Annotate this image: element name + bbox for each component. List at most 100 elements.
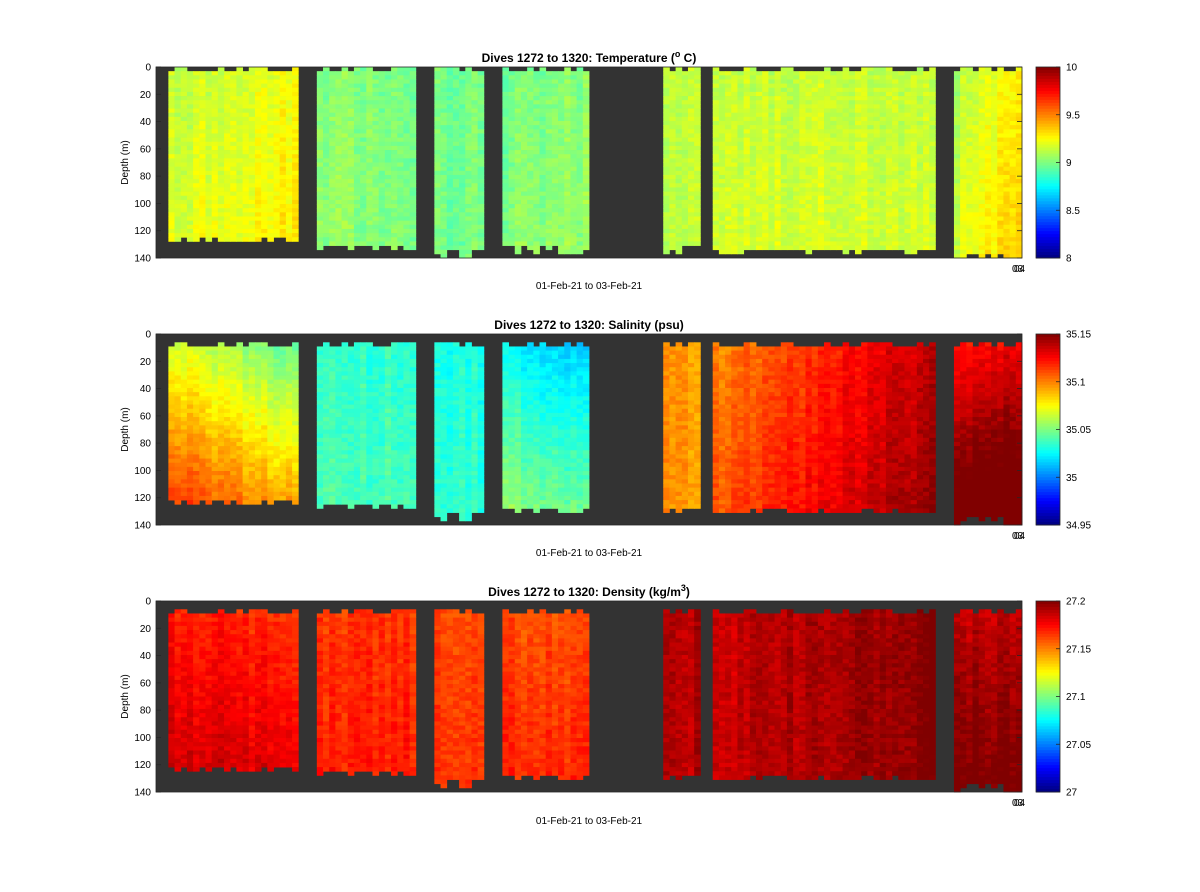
heatmap-cell — [984, 212, 992, 217]
heatmap-cell — [514, 191, 522, 197]
heatmap-cell — [205, 224, 213, 230]
heatmap-cell — [885, 174, 893, 180]
heatmap-cell — [242, 204, 250, 209]
heatmap-cell — [861, 216, 868, 222]
heatmap-cell — [675, 154, 683, 159]
colorbar-step — [1036, 165, 1060, 169]
heatmap-cell — [459, 129, 466, 134]
heatmap-cell — [848, 162, 856, 168]
heatmap-cell — [564, 141, 571, 147]
heatmap-cell — [780, 228, 788, 234]
heatmap-cell — [230, 91, 237, 97]
heatmap-cell — [409, 133, 417, 138]
heatmap-cell — [570, 187, 578, 192]
heatmap-cell — [836, 116, 844, 122]
heatmap-cell — [391, 96, 398, 101]
heatmap-cell — [582, 170, 590, 176]
heatmap-cell — [681, 228, 689, 234]
heatmap-cell — [749, 237, 757, 242]
heatmap-cell — [811, 112, 819, 118]
heatmap-cell — [384, 129, 392, 134]
heatmap-cell — [452, 145, 460, 151]
heatmap-cell — [687, 195, 695, 201]
heatmap-cell — [564, 195, 571, 201]
heatmap-cell — [403, 75, 411, 80]
heatmap-cell — [675, 158, 683, 163]
heatmap-cell — [248, 154, 256, 159]
heatmap-cell — [434, 120, 441, 126]
heatmap-cell — [279, 79, 287, 85]
heatmap-cell — [180, 158, 188, 163]
heatmap-cell — [743, 112, 751, 118]
heatmap-cell — [254, 125, 262, 130]
heatmap-cell — [984, 204, 992, 209]
heatmap-cell — [446, 87, 454, 93]
heatmap-cell — [242, 183, 250, 188]
heatmap-cell — [848, 87, 856, 93]
heatmap-cell — [811, 208, 819, 213]
heatmap-cell — [267, 75, 274, 80]
heatmap-cell — [731, 166, 738, 172]
heatmap-cell — [786, 141, 794, 147]
heatmap-cell — [910, 154, 918, 159]
heatmap-cell — [663, 129, 670, 134]
heatmap-cell — [199, 108, 206, 114]
heatmap-cell — [502, 220, 509, 226]
heatmap-cell — [471, 104, 479, 109]
heatmap-cell — [774, 96, 782, 101]
heatmap-cell — [217, 199, 225, 205]
heatmap-cell — [267, 100, 274, 105]
heatmap-cell — [199, 224, 206, 230]
heatmap-cell — [675, 87, 683, 93]
heatmap-cell — [817, 187, 825, 192]
heatmap-cell — [904, 204, 912, 209]
heatmap-cell — [230, 79, 237, 85]
heatmap-cell — [725, 96, 732, 101]
heatmap-cell — [353, 120, 361, 126]
heatmap-cell — [793, 129, 800, 134]
heatmap-cell — [681, 91, 689, 97]
heatmap-cell — [867, 224, 874, 230]
heatmap-cell — [267, 87, 274, 93]
heatmap-cell — [180, 220, 188, 226]
heatmap-cell — [366, 141, 373, 147]
heatmap-cell — [217, 228, 225, 234]
heatmap-cell — [539, 183, 547, 188]
heatmap-cell — [409, 91, 417, 97]
heatmap-cell — [663, 96, 670, 101]
heatmap-cell — [285, 108, 293, 114]
heatmap-cell — [762, 212, 769, 217]
heatmap-cell — [1015, 116, 1023, 122]
heatmap-cell — [867, 195, 874, 201]
heatmap-cell — [1003, 170, 1011, 176]
heatmap-cell — [366, 199, 373, 205]
heatmap-cell — [174, 87, 182, 93]
heatmap-cell — [861, 199, 868, 205]
heatmap-cell — [254, 183, 262, 188]
heatmap-cell — [397, 137, 404, 143]
heatmap-cell — [576, 212, 584, 217]
heatmap-cell — [168, 483, 175, 489]
heatmap-cell — [681, 75, 689, 80]
heatmap-cell — [360, 129, 367, 134]
heatmap-cell — [873, 233, 881, 238]
heatmap-cell — [848, 212, 856, 217]
heatmap-cell — [434, 162, 441, 168]
heatmap-cell — [824, 228, 831, 234]
heatmap-cell — [768, 241, 775, 246]
heatmap-cell — [811, 220, 819, 226]
heatmap-cell — [384, 104, 392, 109]
heatmap-cell — [329, 220, 336, 226]
heatmap-cell — [174, 216, 182, 222]
heatmap-cell — [991, 228, 998, 234]
heatmap-cell — [861, 145, 868, 151]
heatmap-cell — [341, 129, 349, 134]
heatmap-cell — [762, 170, 769, 176]
heatmap-cell — [353, 87, 361, 93]
colorbar-step — [1036, 252, 1060, 256]
heatmap-cell — [997, 158, 1004, 163]
heatmap-cell — [1003, 112, 1011, 118]
heatmap-cell — [694, 170, 701, 176]
heatmap-cell — [285, 179, 293, 184]
heatmap-cell — [718, 237, 726, 242]
